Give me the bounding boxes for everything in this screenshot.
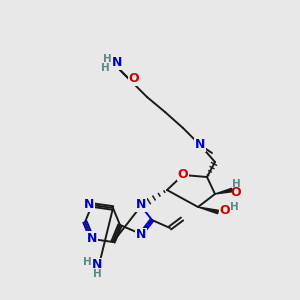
Text: N: N	[84, 199, 94, 212]
Text: O: O	[231, 187, 241, 200]
Text: O: O	[129, 73, 139, 85]
Text: H: H	[82, 257, 91, 267]
Text: N: N	[87, 232, 97, 244]
Text: N: N	[136, 199, 146, 212]
Text: N: N	[195, 139, 205, 152]
Text: O: O	[220, 205, 230, 218]
Text: H: H	[230, 202, 238, 212]
Polygon shape	[198, 207, 218, 214]
Text: N: N	[92, 259, 102, 272]
Text: O: O	[178, 167, 188, 181]
Text: H: H	[103, 54, 111, 64]
Text: N: N	[136, 229, 146, 242]
Text: H: H	[93, 269, 101, 279]
Text: H: H	[100, 63, 109, 73]
Text: H: H	[232, 179, 240, 189]
Polygon shape	[215, 188, 232, 194]
Text: N: N	[112, 56, 122, 70]
